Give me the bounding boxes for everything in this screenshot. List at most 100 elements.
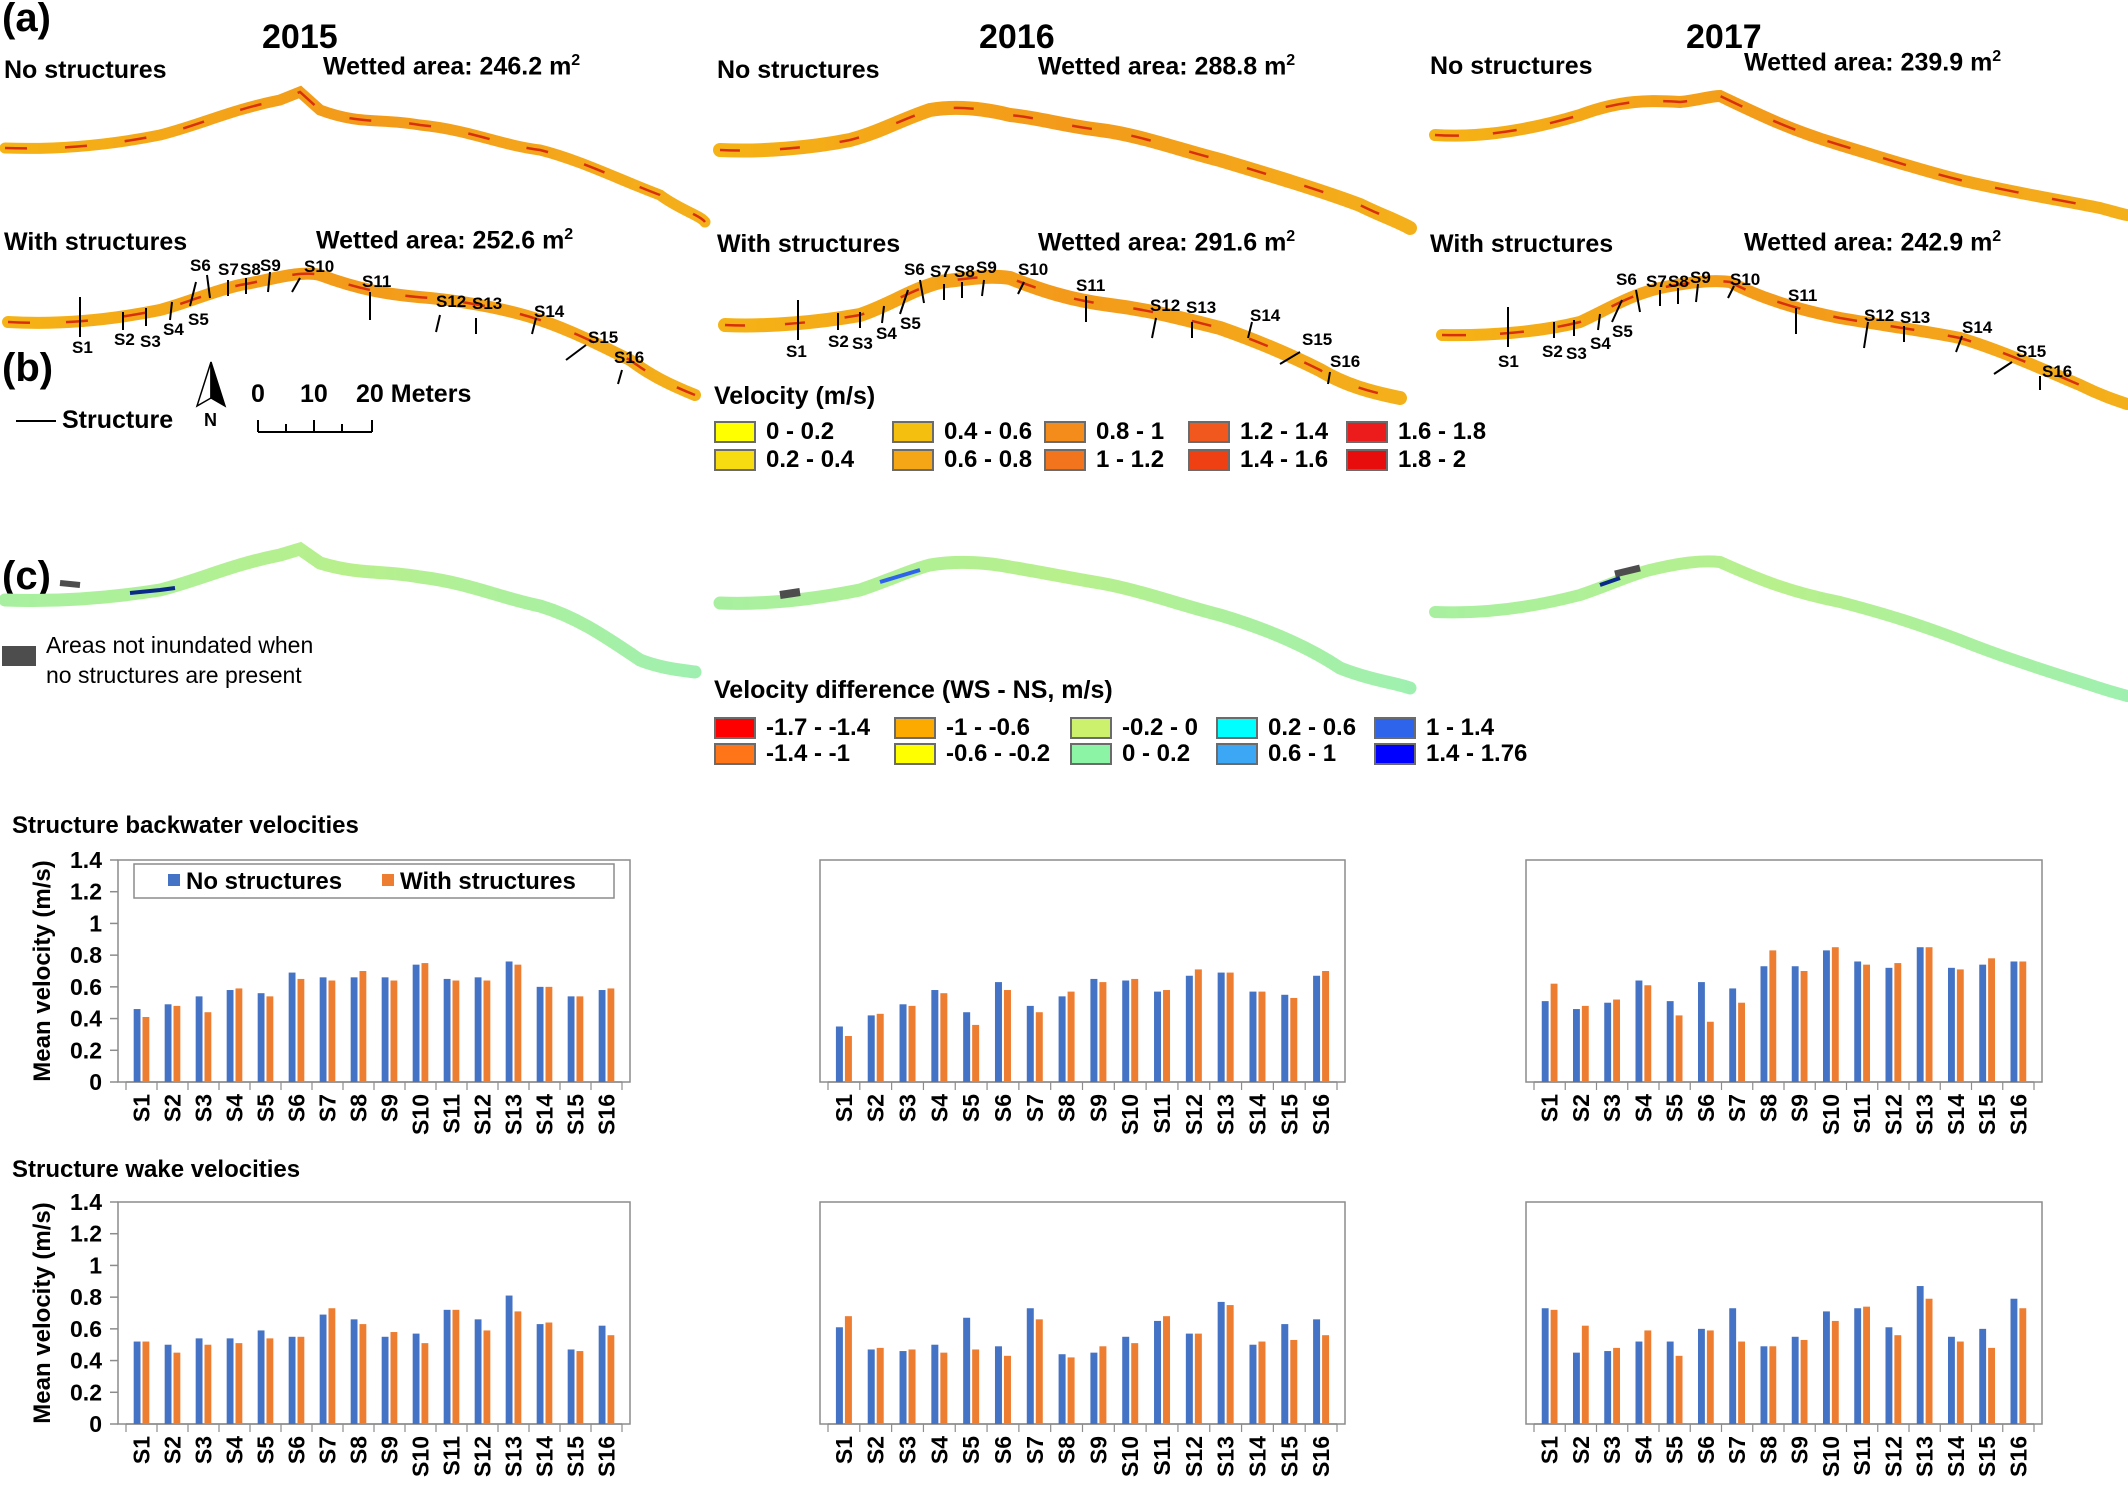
x-tick-label: S3 — [895, 1436, 921, 1464]
bar-with-structures-S5 — [972, 1349, 980, 1424]
chart-backwater-2016: S1 S2 S3 S4 S5 S6 S7 S8 S9 S10 S11 S12 S13 S14 S15 S16 — [819, 859, 1346, 1135]
y-tick-label: 1.4 — [70, 847, 102, 873]
x-tick-label: S2 — [863, 1436, 889, 1464]
velocity-legend-item: 1.4 - 1.6 — [1188, 446, 1328, 474]
bar-with-structures-S16 — [2019, 1308, 2027, 1424]
panel-label-c: (c) — [2, 554, 51, 598]
x-tick-label: S14 — [1943, 1094, 1969, 1135]
wetted-area-ws-2017: Wetted area: 242.9 m2 — [1744, 228, 2002, 257]
bar-no-structures-S13 — [1916, 947, 1924, 1082]
x-tick-label: S1 — [129, 1094, 155, 1122]
x-tick-label: S12 — [1181, 1094, 1207, 1135]
difference-legend-label: 0 - 0.2 — [1122, 740, 1191, 767]
bar-with-structures-S11 — [1163, 990, 1171, 1082]
x-tick-label: S14 — [532, 1094, 558, 1135]
x-tick-label: S12 — [1880, 1094, 1906, 1135]
bar-with-structures-S9 — [390, 980, 398, 1082]
x-tick-label: S16 — [1308, 1436, 1334, 1477]
difference-legend-swatch — [1374, 717, 1416, 739]
bar-no-structures-S5 — [963, 1012, 971, 1082]
structure-label: S1 — [786, 342, 807, 361]
x-tick-label: S7 — [315, 1436, 341, 1464]
bar-no-structures-S4 — [931, 1344, 939, 1424]
bar-with-structures-S8 — [1067, 991, 1075, 1082]
bar-with-structures-S11 — [452, 1309, 460, 1424]
wetted-area-ns-2016: Wetted area: 288.8 m2 — [1038, 52, 1296, 81]
bar-no-structures-S16 — [2010, 961, 2018, 1082]
no-structures-label-2015: No structures — [4, 56, 167, 84]
y-tick-label: 0.2 — [70, 1037, 102, 1063]
bar-no-structures-S9 — [381, 977, 389, 1082]
bar-no-structures-S13 — [505, 961, 513, 1082]
structure-label: S7 — [218, 260, 239, 279]
bar-with-structures-S3 — [1613, 999, 1620, 1082]
structure-label: S10 — [1730, 270, 1761, 289]
structure-label: S11 — [362, 272, 392, 291]
bar-with-structures-S7 — [328, 1308, 336, 1424]
bar-with-structures-S14 — [1956, 1341, 1964, 1424]
structure-label: S6 — [1616, 270, 1637, 289]
structure-label: S6 — [190, 256, 211, 275]
scale-bar — [257, 420, 373, 433]
bar-no-structures-S3 — [195, 1338, 203, 1424]
bar-no-structures-S7 — [319, 1314, 327, 1424]
legend-label-with-structures: With structures — [400, 868, 576, 895]
x-tick-label: S5 — [1662, 1094, 1688, 1122]
bar-no-structures-S1 — [1541, 1001, 1549, 1082]
legend-swatch-with-structures — [382, 874, 394, 886]
bar-with-structures-S11 — [452, 980, 460, 1082]
bar-no-structures-S4 — [1635, 980, 1643, 1082]
bar-with-structures-S1 — [1550, 1309, 1558, 1424]
bar-no-structures-S15 — [567, 996, 575, 1082]
structure-label: S3 — [140, 332, 161, 351]
bar-no-structures-S10 — [1122, 1336, 1130, 1424]
difference-legend-label: 1 - 1.4 — [1426, 714, 1495, 741]
difference-legend-swatch — [1216, 743, 1258, 765]
bar-with-structures-S2 — [173, 1352, 181, 1424]
bar-no-structures-S8 — [1058, 996, 1066, 1082]
structure-label: S2 — [114, 330, 135, 349]
x-tick-label: S3 — [1599, 1436, 1625, 1464]
bar-with-structures-S6 — [297, 978, 305, 1082]
plot-frame — [117, 1201, 631, 1425]
difference-legend-swatch — [714, 743, 756, 765]
chart-backwater-2015: 0 0.2 0.4 0.6 0.8 1 1.2 1.4 Mean velocity (m/s) S… — [29, 847, 631, 1135]
bar-with-structures-S11 — [1863, 964, 1870, 1082]
bar-with-structures-S1 — [844, 1316, 852, 1424]
bar-no-structures-S6 — [288, 972, 296, 1082]
bar-with-structures-S7 — [1738, 1002, 1745, 1082]
x-tick-label: S16 — [2005, 1094, 2031, 1135]
x-tick-label: S15 — [1276, 1094, 1302, 1135]
x-tick-label: S10 — [1818, 1436, 1844, 1477]
x-tick-label: S15 — [563, 1094, 589, 1135]
structure-ticks-2016 — [797, 279, 1331, 385]
bar-no-structures-S2 — [867, 1349, 875, 1424]
bar-with-structures-S16 — [1322, 971, 1330, 1082]
x-tick-label: S4 — [1630, 1436, 1656, 1464]
bar-no-structures-S11 — [443, 978, 451, 1082]
bar-with-structures-S12 — [1194, 1333, 1202, 1424]
bar-no-structures-S12 — [1185, 1333, 1193, 1424]
bar-no-structures-S6 — [288, 1336, 296, 1424]
bar-with-structures-S12 — [1894, 1335, 1902, 1424]
bar-no-structures-S9 — [1791, 1336, 1799, 1424]
velocity-legend-item: 0 - 0.2 — [714, 418, 834, 446]
x-tick-label: S14 — [1943, 1436, 1969, 1477]
bar-no-structures-S11 — [1154, 1320, 1162, 1424]
structure-label: S13 — [1186, 298, 1217, 317]
x-tick-label: S8 — [1054, 1094, 1080, 1122]
x-tick-label: S11 — [1849, 1094, 1875, 1134]
difference-legend-swatch — [1216, 717, 1258, 739]
bar-no-structures-S5 — [963, 1317, 971, 1424]
y-tick-label: 0.8 — [70, 942, 102, 968]
bar-with-structures-S7 — [1738, 1341, 1745, 1424]
river-map-ns-2016 — [713, 100, 1417, 235]
bar-with-structures-S14 — [1258, 1341, 1266, 1424]
bar-with-structures-S5 — [266, 1338, 274, 1424]
bar-no-structures-S11 — [443, 1309, 451, 1424]
bar-no-structures-S3 — [1604, 1002, 1612, 1082]
bar-with-structures-S14 — [545, 1322, 553, 1424]
x-tick-label: S13 — [1213, 1436, 1239, 1477]
x-tick-label: S7 — [1022, 1436, 1048, 1464]
x-tick-label: S12 — [1181, 1436, 1207, 1477]
